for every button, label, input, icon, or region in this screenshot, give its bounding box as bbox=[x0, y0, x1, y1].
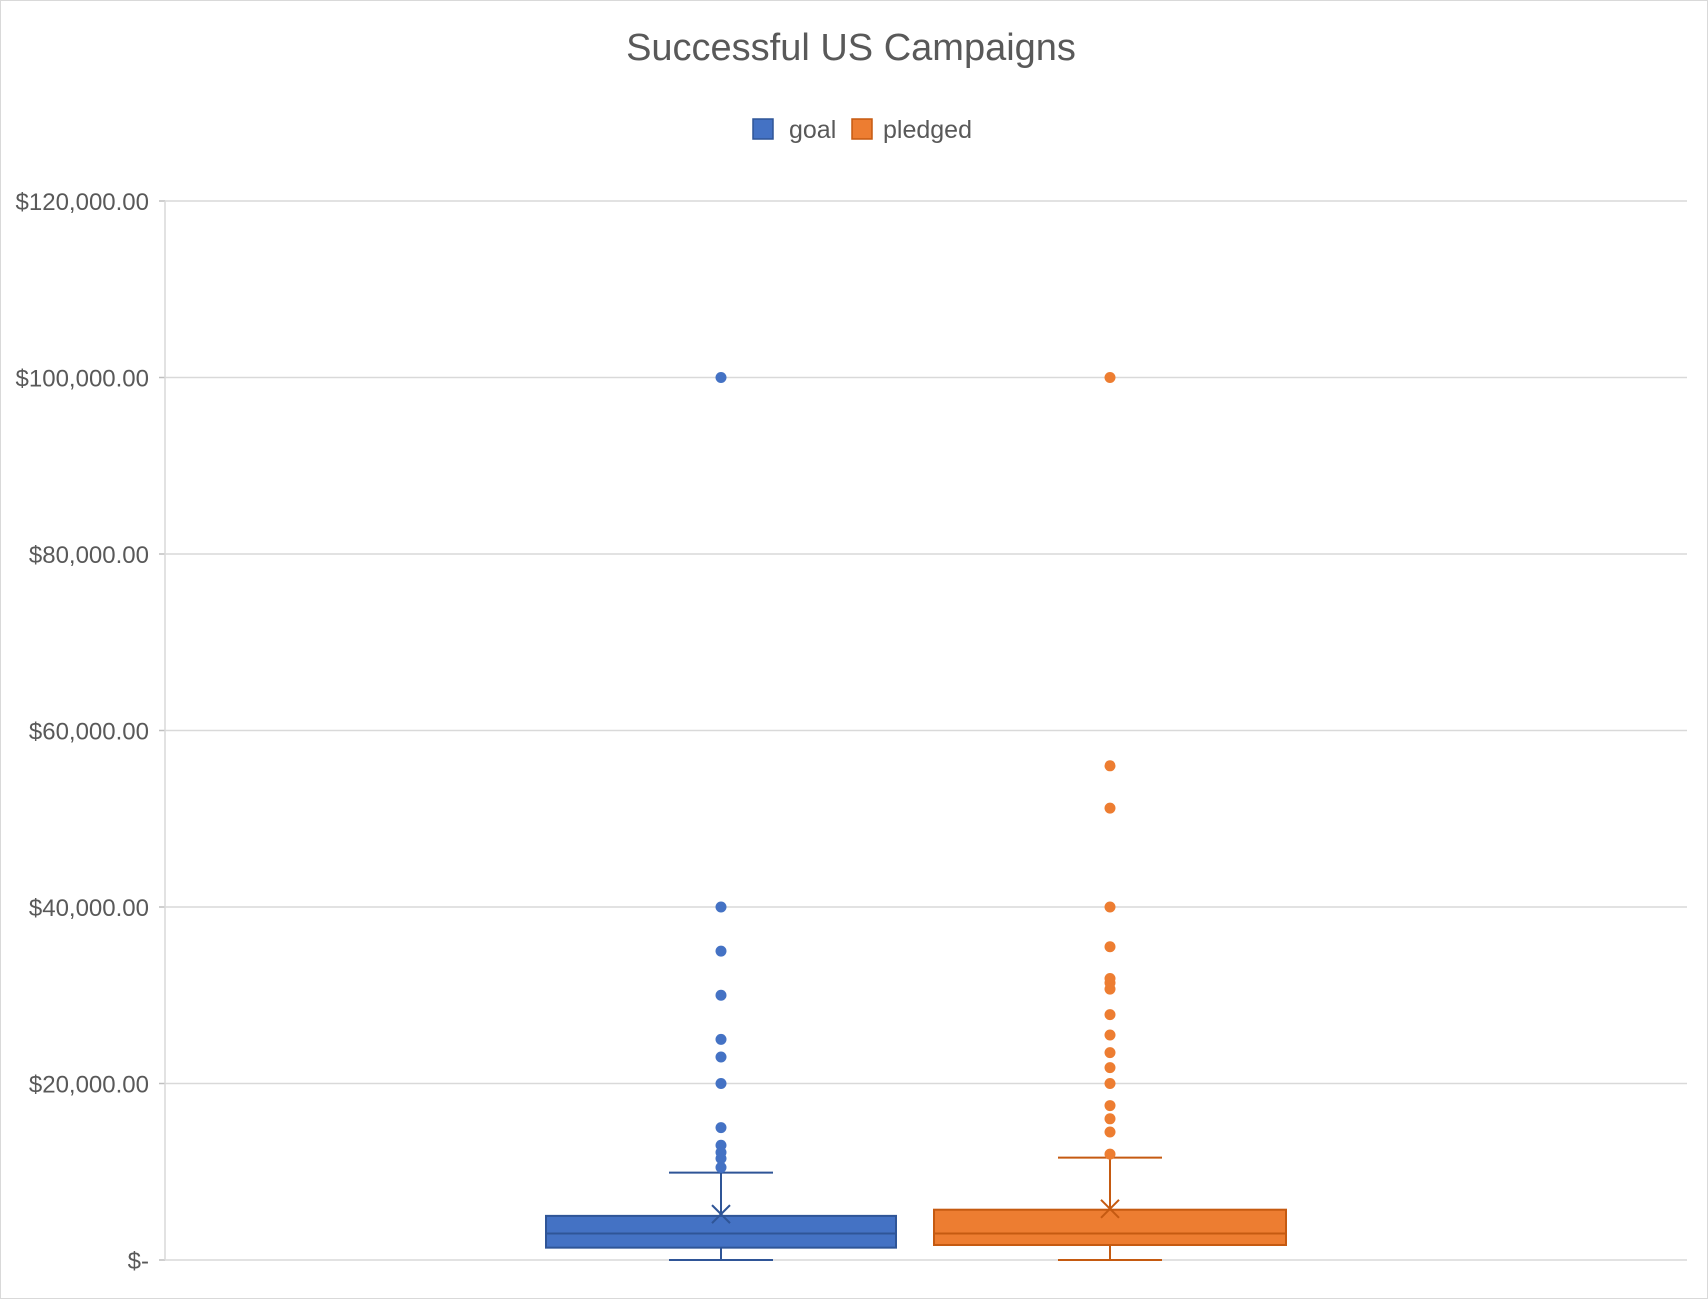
box-iqr bbox=[933, 1208, 1287, 1246]
mean-marker bbox=[1100, 1199, 1120, 1219]
gridlines bbox=[159, 200, 1687, 1261]
outlier-point bbox=[1104, 972, 1116, 984]
outlier-point bbox=[1104, 1009, 1116, 1021]
outlier-point bbox=[1104, 1100, 1116, 1112]
box-iqr bbox=[545, 1214, 897, 1249]
outlier-point bbox=[1104, 1047, 1116, 1059]
outlier-point bbox=[1104, 1126, 1116, 1138]
y-tick-label: $60,000.00 bbox=[29, 719, 149, 746]
outlier-point bbox=[715, 1033, 727, 1045]
boxes bbox=[545, 372, 1287, 1261]
mean-marker bbox=[711, 1204, 731, 1224]
outlier-point bbox=[1104, 1078, 1116, 1089]
outlier-point bbox=[1104, 760, 1116, 772]
outlier-point bbox=[1104, 802, 1116, 814]
y-tick-label: $80,000.00 bbox=[29, 542, 149, 569]
outlier-point bbox=[1104, 1029, 1116, 1041]
legend-label-goal: goal bbox=[789, 116, 836, 144]
outlier-point bbox=[715, 1122, 727, 1134]
legend-label-pledged: pledged bbox=[883, 116, 972, 144]
y-tick-label: $120,000.00 bbox=[16, 189, 149, 216]
outlier-point bbox=[715, 1078, 727, 1089]
chart-title: Successful US Campaigns bbox=[626, 27, 1076, 69]
outlier-point bbox=[1104, 941, 1116, 953]
box-series-pledged bbox=[933, 372, 1287, 1261]
outlier-point bbox=[715, 901, 727, 913]
outlier-point bbox=[1104, 1113, 1116, 1125]
legend-swatch-goal bbox=[752, 118, 774, 140]
y-tick-label: $100,000.00 bbox=[16, 366, 149, 393]
outlier-point bbox=[715, 372, 727, 383]
outlier-point bbox=[715, 989, 727, 1001]
y-tick-label: $40,000.00 bbox=[29, 895, 149, 922]
y-axis-ticks: $- $20,000.00 $40,000.00 $60,000.00 $80,000.… bbox=[16, 189, 149, 1275]
box-series-goal bbox=[545, 372, 897, 1261]
outlier-point bbox=[715, 1139, 727, 1151]
legend-swatch-pledged bbox=[851, 118, 873, 140]
outlier-point bbox=[715, 1161, 727, 1173]
outlier-point bbox=[1104, 1148, 1116, 1160]
y-tick-label: $- bbox=[128, 1248, 149, 1275]
outlier-point bbox=[715, 1051, 727, 1063]
outlier-point bbox=[1104, 901, 1116, 913]
legend: goal pledged bbox=[752, 116, 972, 144]
outlier-point bbox=[715, 945, 727, 957]
outlier-point bbox=[1104, 372, 1116, 383]
outlier-point bbox=[1104, 1062, 1116, 1074]
y-tick-label: $20,000.00 bbox=[29, 1072, 149, 1099]
